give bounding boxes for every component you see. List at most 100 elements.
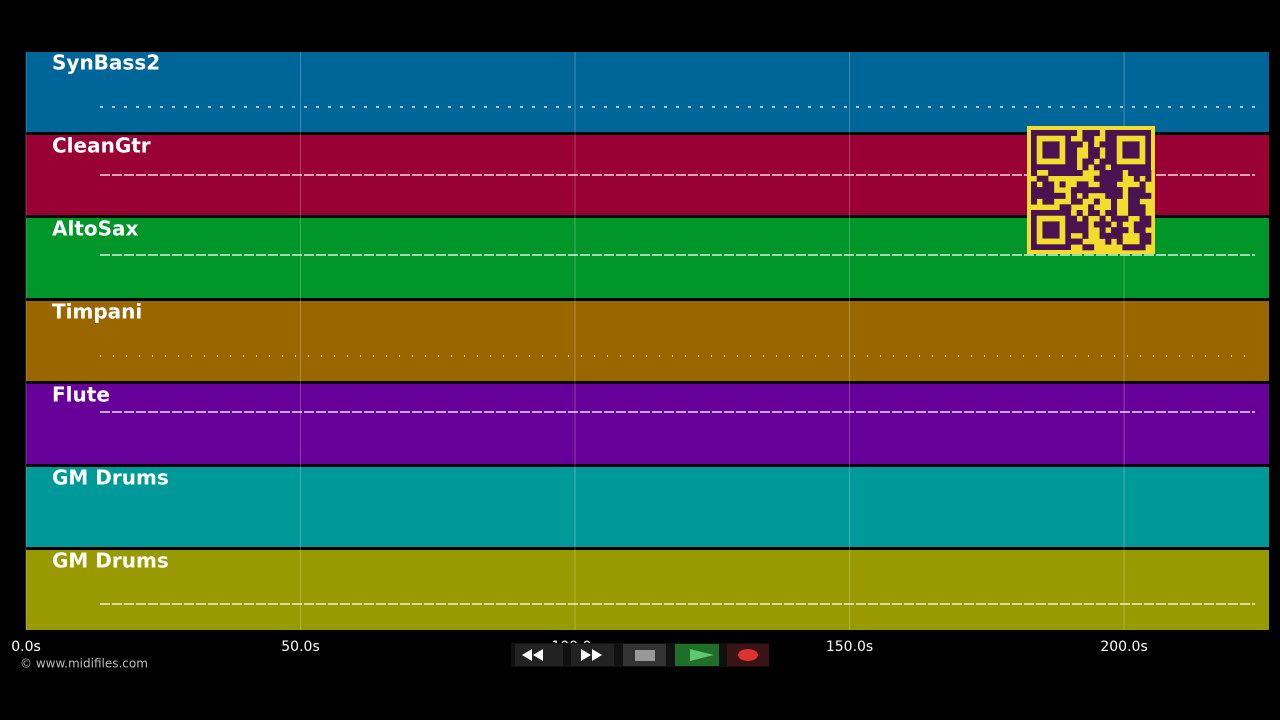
qr-cell [1076, 227, 1083, 234]
qr-cell [1042, 175, 1049, 182]
play-button[interactable] [675, 644, 719, 666]
qr-cell [1133, 192, 1140, 199]
qr-cell [1145, 238, 1152, 245]
qr-cell [1105, 147, 1112, 154]
qr-cell [1116, 170, 1123, 177]
qr-code [1027, 126, 1155, 254]
qr-cell [1093, 147, 1100, 154]
time-label: 200.0s [1100, 639, 1147, 655]
track-name: CleanGtr [52, 134, 151, 158]
qr-cell [1099, 221, 1106, 228]
qr-finder-core [1042, 221, 1060, 239]
qr-cell [1082, 232, 1089, 239]
record-icon [738, 649, 758, 661]
qr-cell [1122, 215, 1129, 222]
qr-cell [1128, 170, 1135, 177]
qr-cell [1031, 181, 1038, 188]
qr-cell [1139, 187, 1146, 194]
rewind-button[interactable] [515, 644, 563, 666]
qr-cell [1128, 204, 1135, 211]
qr-cell [1105, 135, 1112, 142]
qr-cell [1042, 192, 1049, 199]
qr-cell [1071, 215, 1078, 222]
qr-cell [1128, 192, 1135, 199]
track-lane [26, 52, 1269, 132]
qr-cell [1105, 130, 1112, 137]
qr-cell [1139, 227, 1146, 234]
fast-forward-button[interactable] [571, 644, 614, 666]
qr-cell [1099, 164, 1106, 171]
qr-cell [1139, 244, 1146, 251]
qr-cell [1105, 187, 1112, 194]
qr-cell [1082, 130, 1089, 137]
qr-cell [1082, 181, 1089, 188]
stop-button[interactable] [623, 644, 666, 666]
qr-cell [1139, 215, 1146, 222]
qr-cell [1111, 215, 1118, 222]
qr-cell [1071, 170, 1078, 177]
qr-cell [1133, 210, 1140, 217]
qr-cell [1111, 170, 1118, 177]
qr-cell [1048, 198, 1055, 205]
qr-cell [1116, 175, 1123, 182]
qr-cell [1088, 187, 1095, 194]
copyright: © www.midifiles.com [20, 657, 148, 671]
qr-cell [1128, 210, 1135, 217]
forward-icon [581, 649, 602, 661]
qr-cell [1093, 175, 1100, 182]
qr-cell [1139, 170, 1146, 177]
qr-cell [1059, 170, 1066, 177]
time-label: 50.0s [281, 639, 319, 655]
qr-finder [1031, 130, 1072, 171]
qr-cell [1145, 175, 1152, 182]
transport-controls [511, 643, 769, 667]
qr-cell [1088, 147, 1095, 154]
play-icon [690, 649, 714, 661]
qr-cell [1071, 221, 1078, 228]
qr-cell [1133, 227, 1140, 234]
qr-cell [1076, 181, 1083, 188]
qr-cell [1088, 152, 1095, 159]
qr-cell [1111, 181, 1118, 188]
qr-cell [1048, 192, 1055, 199]
qr-cell [1071, 158, 1078, 165]
qr-cell [1111, 210, 1118, 217]
record-button[interactable] [727, 644, 769, 666]
qr-cell [1088, 130, 1095, 137]
qr-cell [1093, 130, 1100, 137]
qr-cell [1053, 170, 1060, 177]
qr-cell [1133, 244, 1140, 251]
qr-cell [1031, 198, 1038, 205]
track-name: AltoSax [52, 217, 139, 241]
qr-finder [1031, 210, 1072, 251]
qr-cell [1071, 147, 1078, 154]
qr-cell [1111, 175, 1118, 182]
qr-cell [1076, 187, 1083, 194]
qr-cell [1082, 164, 1089, 171]
qr-cell [1076, 141, 1083, 148]
qr-cell [1111, 192, 1118, 199]
qr-cell [1082, 187, 1089, 194]
qr-cell [1036, 187, 1043, 194]
track-name: SynBass2 [52, 51, 160, 75]
qr-cell [1139, 204, 1146, 211]
qr-cell [1076, 198, 1083, 205]
qr-cell [1111, 198, 1118, 205]
qr-cell [1111, 227, 1118, 234]
track-name: Timpani [52, 300, 142, 324]
qr-cell [1088, 141, 1095, 148]
qr-cell [1116, 227, 1123, 234]
track-name: Flute [52, 383, 110, 407]
qr-cell [1093, 187, 1100, 194]
qr-cell [1105, 175, 1112, 182]
qr-cell [1088, 204, 1095, 211]
qr-cell [1093, 210, 1100, 217]
qr-cell [1065, 204, 1072, 211]
qr-cell [1082, 135, 1089, 142]
qr-cell [1071, 141, 1078, 148]
qr-cell [1042, 198, 1049, 205]
qr-cell [1093, 221, 1100, 228]
time-label: 0.0s [11, 639, 41, 655]
qr-cell [1133, 175, 1140, 182]
